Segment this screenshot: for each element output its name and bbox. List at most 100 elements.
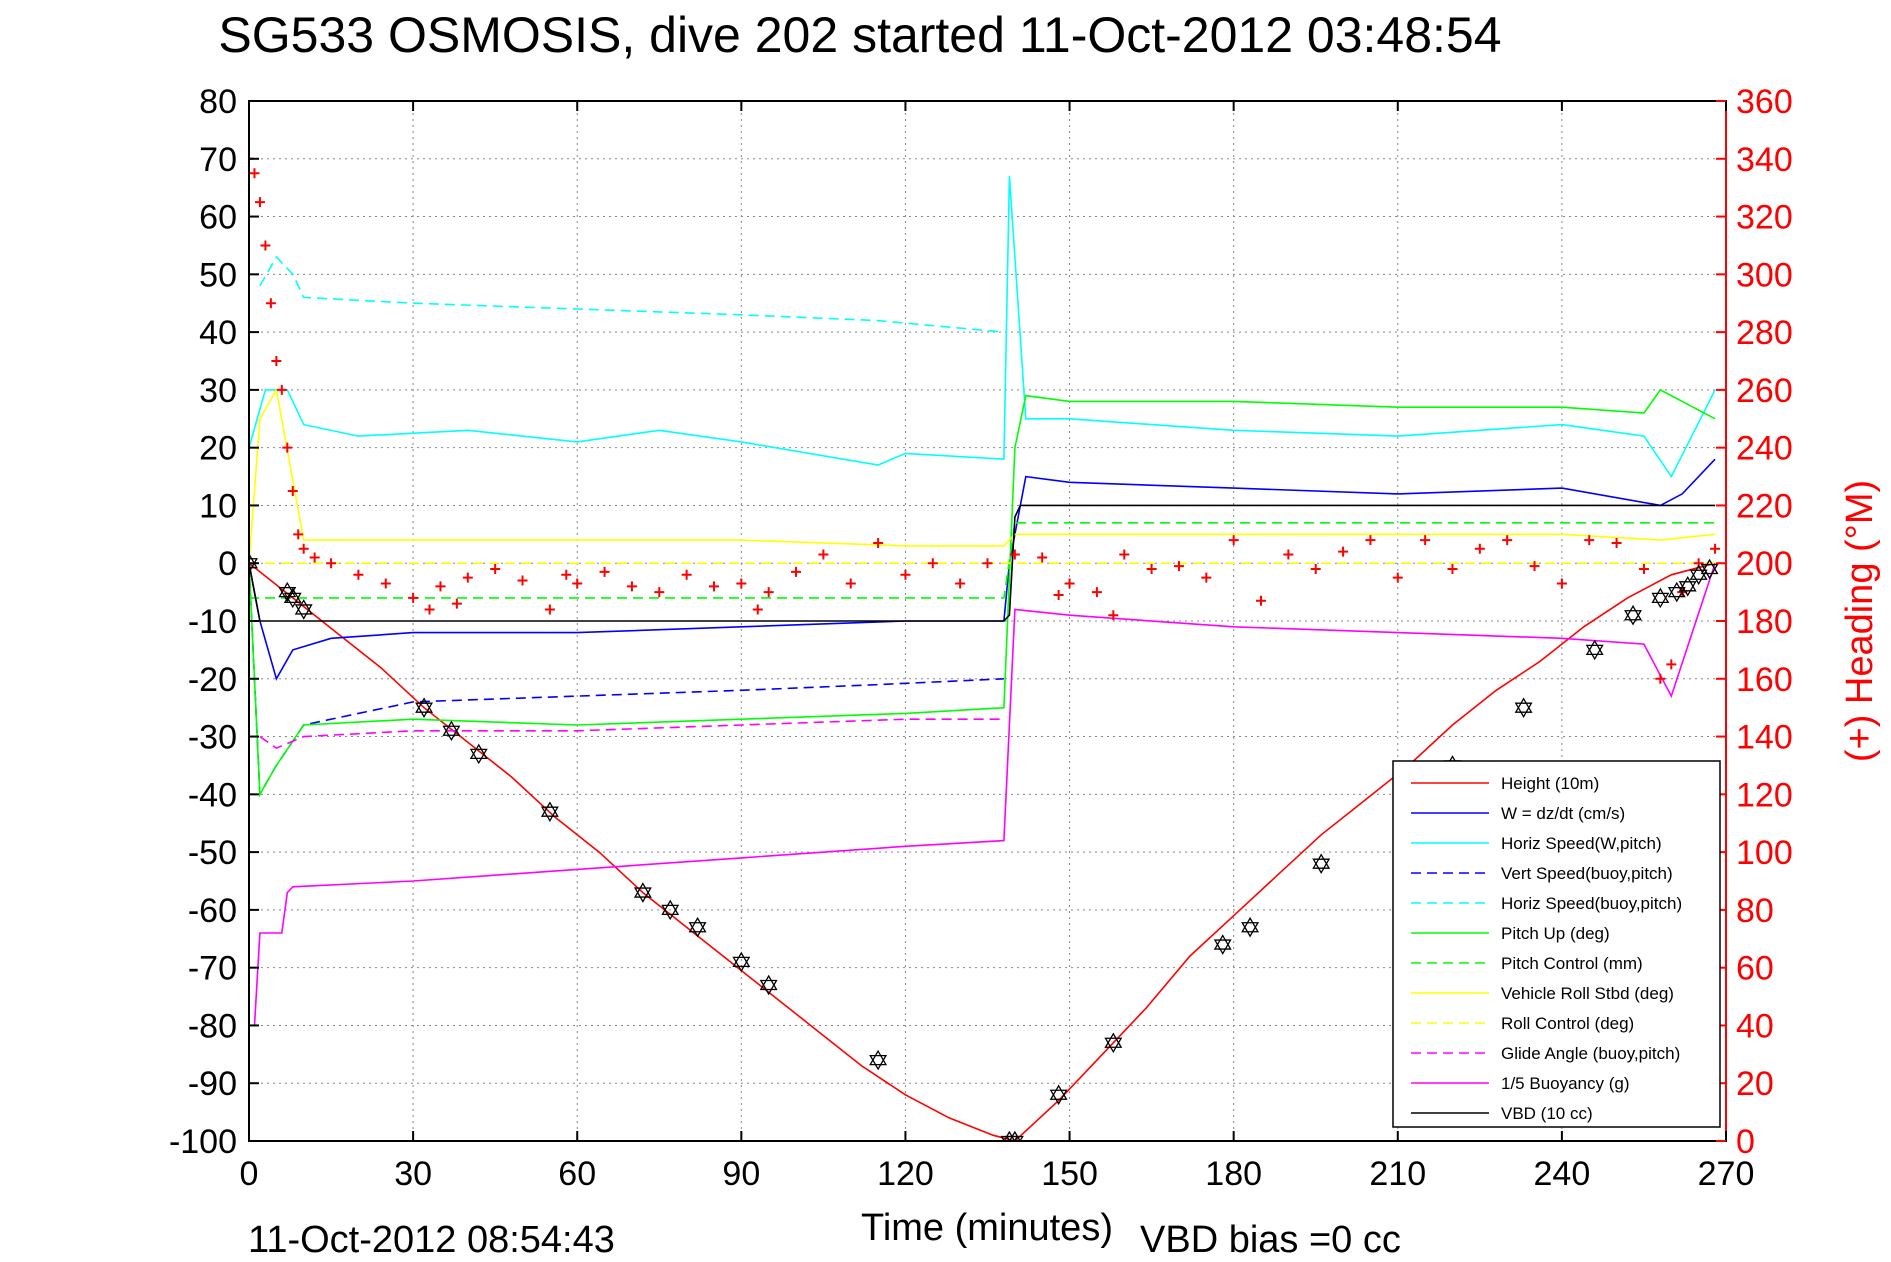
height-marker bbox=[1585, 639, 1604, 661]
y-tick-label: -30 bbox=[188, 719, 237, 757]
height-marker bbox=[661, 899, 680, 921]
heading-point bbox=[927, 558, 938, 569]
series-height-10m bbox=[249, 562, 1716, 1141]
y-right-tick-label: 20 bbox=[1736, 1065, 1774, 1103]
heading-point bbox=[982, 558, 993, 569]
legend-label: 1/5 Buoyancy (g) bbox=[1501, 1074, 1630, 1093]
heading-point bbox=[408, 592, 419, 603]
height-marker bbox=[869, 1049, 888, 1071]
legend-item-vbd-10-cc: VBD (10 cc) bbox=[1411, 1104, 1593, 1123]
height-marker bbox=[1514, 697, 1533, 718]
heading-point bbox=[1655, 673, 1666, 684]
y-right-tick-label: 100 bbox=[1736, 834, 1793, 872]
heading-point bbox=[818, 549, 829, 560]
y-right-tick-label: 0 bbox=[1736, 1123, 1755, 1161]
heading-point bbox=[626, 581, 637, 592]
height-marker bbox=[540, 801, 559, 822]
heading-point bbox=[681, 569, 692, 580]
heading-point bbox=[763, 587, 774, 598]
legend: Height (10m) W = dz/dt (cm/s) Horiz Speed(… bbox=[1392, 760, 1721, 1128]
heading-point bbox=[326, 558, 337, 569]
heading-point bbox=[265, 298, 276, 309]
heading-point bbox=[271, 356, 282, 366]
legend-label: Horiz Speed(W,pitch) bbox=[1501, 834, 1662, 853]
series-horiz-speed-buoy-pitch bbox=[259, 255, 1004, 333]
heading-point bbox=[293, 529, 304, 540]
legend-item-horiz-speed-buoy-pitch: Horiz Speed(buoy,pitch) bbox=[1411, 894, 1682, 913]
heading-point bbox=[380, 578, 391, 589]
height-marker bbox=[1624, 604, 1642, 626]
legend-box bbox=[1392, 760, 1721, 1128]
legend-item-glide-angle-buoy-pitch: Glide Angle (buoy,pitch) bbox=[1411, 1044, 1680, 1063]
heading-point bbox=[1283, 549, 1294, 560]
y-right-tick-label: 220 bbox=[1736, 487, 1793, 525]
y-tick-label: -80 bbox=[188, 1007, 237, 1045]
series-vehicle-roll-stbd-deg bbox=[249, 387, 1716, 564]
y-tick-label: -10 bbox=[188, 603, 237, 641]
height-marker bbox=[759, 974, 778, 996]
x-tick-label: 240 bbox=[1534, 1155, 1591, 1193]
legend-label: Vert Speed(buoy,pitch) bbox=[1501, 864, 1673, 883]
series-glide-angle-buoy-pitch bbox=[259, 718, 1004, 750]
legend-item-pitch-up-deg: Pitch Up (deg) bbox=[1411, 924, 1610, 943]
y-right-tick-label: 60 bbox=[1736, 950, 1774, 988]
x-tick-label: 120 bbox=[877, 1155, 934, 1193]
chart-title: SG533 OSMOSIS, dive 202 started 11-Oct-2… bbox=[218, 7, 1501, 63]
heading-point bbox=[517, 575, 528, 586]
legend-label: Vehicle Roll Stbd (deg) bbox=[1501, 984, 1674, 1003]
legend-item-horiz-speed-w-pitch: Horiz Speed(W,pitch) bbox=[1411, 834, 1662, 853]
y-right-tick-label: 260 bbox=[1736, 372, 1793, 410]
heading-point bbox=[1556, 578, 1567, 589]
heading-point bbox=[561, 569, 572, 580]
y-tick-label: -90 bbox=[188, 1065, 237, 1103]
legend-item-1-5-buoyancy-g: 1/5 Buoyancy (g) bbox=[1411, 1074, 1630, 1093]
x-tick-label: 60 bbox=[558, 1155, 596, 1193]
y-right-tick-label: 340 bbox=[1736, 141, 1793, 179]
heading-point bbox=[249, 168, 260, 179]
y-tick-label: 50 bbox=[199, 256, 237, 294]
y-axis-ticks: 80 70 60 50 40 30 20 10 0 -10 -20 -30 -40 -50 -60 -70 -8… bbox=[169, 83, 259, 1161]
heading-point bbox=[572, 578, 583, 589]
y-right-tick-label: 240 bbox=[1736, 430, 1793, 468]
heading-point bbox=[1447, 564, 1458, 574]
x-tick-label: 0 bbox=[240, 1155, 259, 1193]
legend-label: W = dz/dt (cm/s) bbox=[1501, 804, 1625, 823]
height-marker bbox=[469, 743, 488, 765]
y-tick-label: -50 bbox=[188, 834, 237, 872]
heading-point bbox=[490, 564, 501, 574]
heading-point bbox=[1037, 552, 1048, 563]
x-tick-label: 270 bbox=[1698, 1155, 1755, 1193]
height-marker bbox=[1651, 587, 1670, 609]
legend-label: Pitch Up (deg) bbox=[1501, 924, 1610, 943]
y-tick-label: 30 bbox=[199, 372, 237, 410]
y-tick-label: -40 bbox=[188, 776, 237, 814]
y-right-tick-label: 320 bbox=[1736, 199, 1793, 237]
height-marker bbox=[283, 587, 302, 609]
heading-point bbox=[424, 604, 435, 615]
heading-point bbox=[544, 604, 555, 615]
heading-point bbox=[298, 543, 309, 554]
heading-point bbox=[873, 538, 884, 548]
heading-point bbox=[1173, 561, 1184, 572]
y-right-tick-label: 180 bbox=[1736, 603, 1793, 641]
y-tick-label: 10 bbox=[199, 487, 237, 525]
y-tick-label: 80 bbox=[199, 83, 237, 121]
heading-point bbox=[1474, 543, 1485, 554]
heading-point bbox=[1256, 595, 1267, 606]
heading-point bbox=[654, 587, 665, 598]
y-right-tick-label: 360 bbox=[1736, 83, 1793, 121]
heading-point bbox=[1310, 564, 1321, 574]
series-1-5-buoyancy-g bbox=[253, 562, 1716, 1026]
y-tick-label: -100 bbox=[169, 1123, 237, 1161]
legend-item-w-dz-dt-cm-s: W = dz/dt (cm/s) bbox=[1411, 804, 1625, 823]
y-right-axis-ticks: 3603403203002802602402202001801601401201… bbox=[1716, 83, 1793, 1161]
y-tick-label: -70 bbox=[188, 950, 237, 988]
height-marker bbox=[1241, 916, 1260, 938]
heading-point bbox=[1053, 590, 1064, 600]
heading-point bbox=[1584, 535, 1595, 546]
heading-point bbox=[900, 569, 911, 580]
vbd-bias-footer: VBD bias =0 cc bbox=[1140, 1219, 1401, 1261]
x-tick-label: 210 bbox=[1369, 1155, 1426, 1193]
heading-point bbox=[1338, 546, 1349, 557]
